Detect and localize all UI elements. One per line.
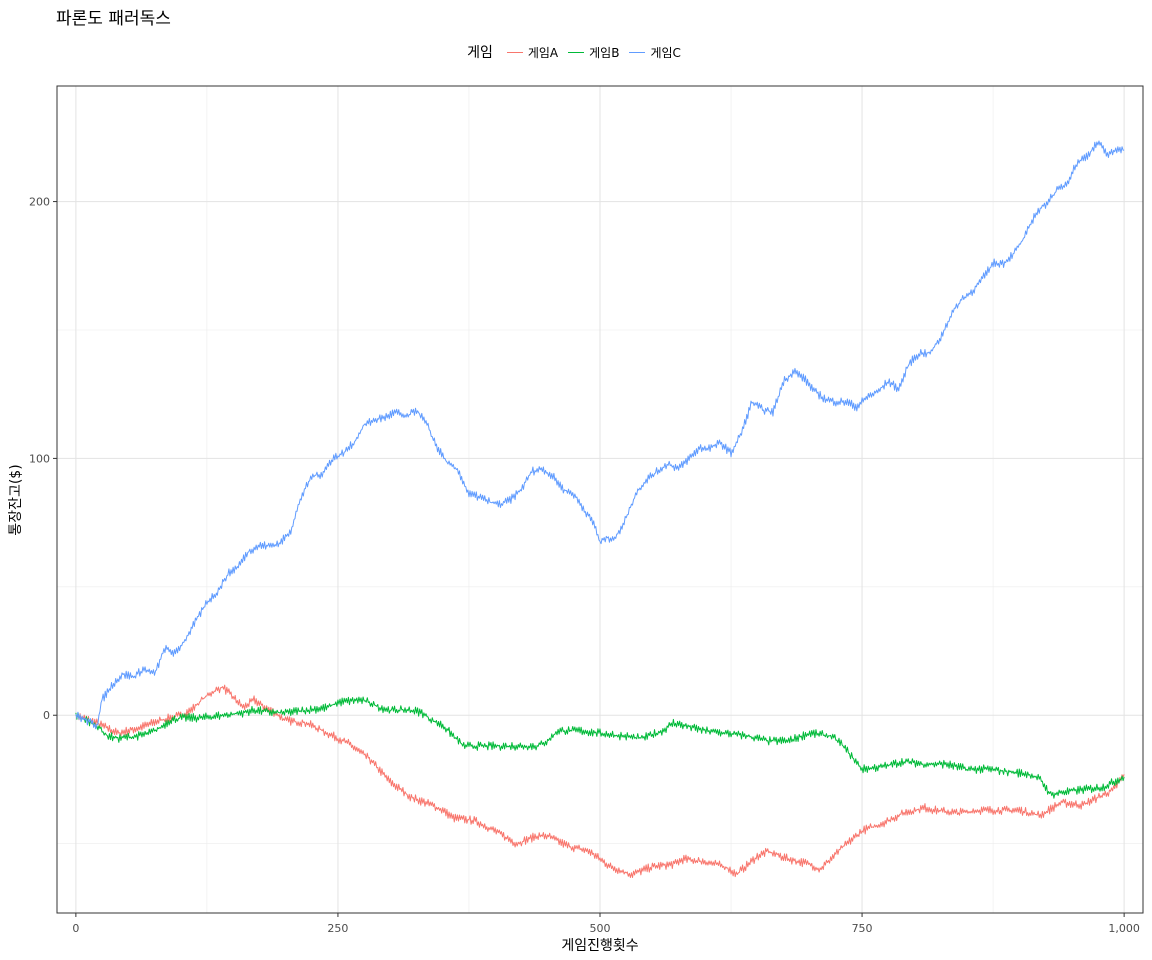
y-tick-label: 100 [29,452,50,465]
x-axis-ticks: 0 250 500 750 1,000 [72,913,1140,935]
x-tick-label: 750 [852,922,873,935]
x-tick-label: 500 [590,922,611,935]
legend-title: 게임 [467,45,493,61]
legend-label-c: 게임C [650,45,681,60]
y-axis-label: 통장잔고($) [8,464,24,535]
y-axis-ticks: 0 100 200 [29,196,57,722]
legend-item-b: 게임B [568,44,619,61]
legend-label-a: 게임A [527,45,559,60]
y-tick-label: 200 [29,196,50,209]
legend-key-b [568,51,585,53]
grid [57,86,1143,913]
series-line-0 [75,684,1125,879]
legend-label-b: 게임B [589,45,620,60]
x-tick-label: 0 [72,922,79,935]
legend-key-c [629,51,646,53]
legend-key-a [506,51,523,53]
x-tick-label: 250 [327,922,348,935]
x-tick-label: 1,000 [1108,922,1140,935]
y-tick-label: 0 [43,709,50,722]
chart-title: 파론도 패러독스 [56,9,171,29]
legend: 게임 게임A 게임B 게임C [0,42,1152,62]
series-line-1 [75,696,1125,799]
x-axis-label: 게임진행횟수 [561,938,638,954]
series-line-2 [75,140,1125,730]
series-lines [75,140,1125,879]
legend-item-c: 게임C [629,44,681,61]
legend-item-a: 게임A [506,44,559,61]
